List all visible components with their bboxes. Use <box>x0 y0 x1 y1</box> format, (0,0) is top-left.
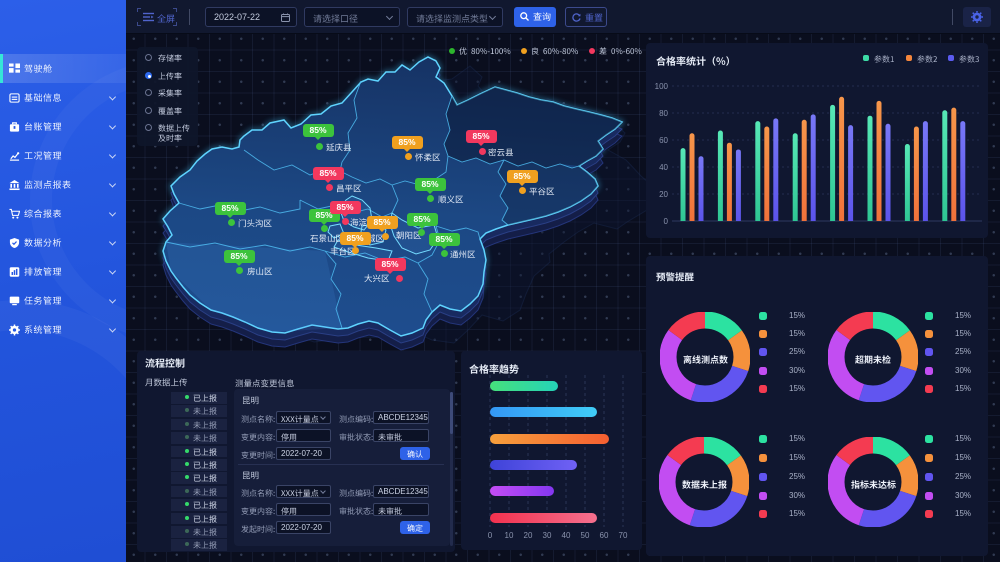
svg-text:0: 0 <box>488 531 493 540</box>
svg-text:100: 100 <box>655 82 669 91</box>
svg-text:70: 70 <box>619 531 628 540</box>
svg-text:20: 20 <box>659 190 668 199</box>
svg-text:60: 60 <box>600 531 609 540</box>
svg-text:40: 40 <box>562 531 571 540</box>
svg-text:80: 80 <box>659 109 668 118</box>
svg-text:50: 50 <box>581 531 590 540</box>
svg-text:60: 60 <box>659 136 668 145</box>
svg-text:0: 0 <box>664 217 669 226</box>
svg-text:10: 10 <box>505 531 514 540</box>
svg-text:30: 30 <box>543 531 552 540</box>
svg-text:40: 40 <box>659 163 668 172</box>
svg-text:20: 20 <box>524 531 533 540</box>
